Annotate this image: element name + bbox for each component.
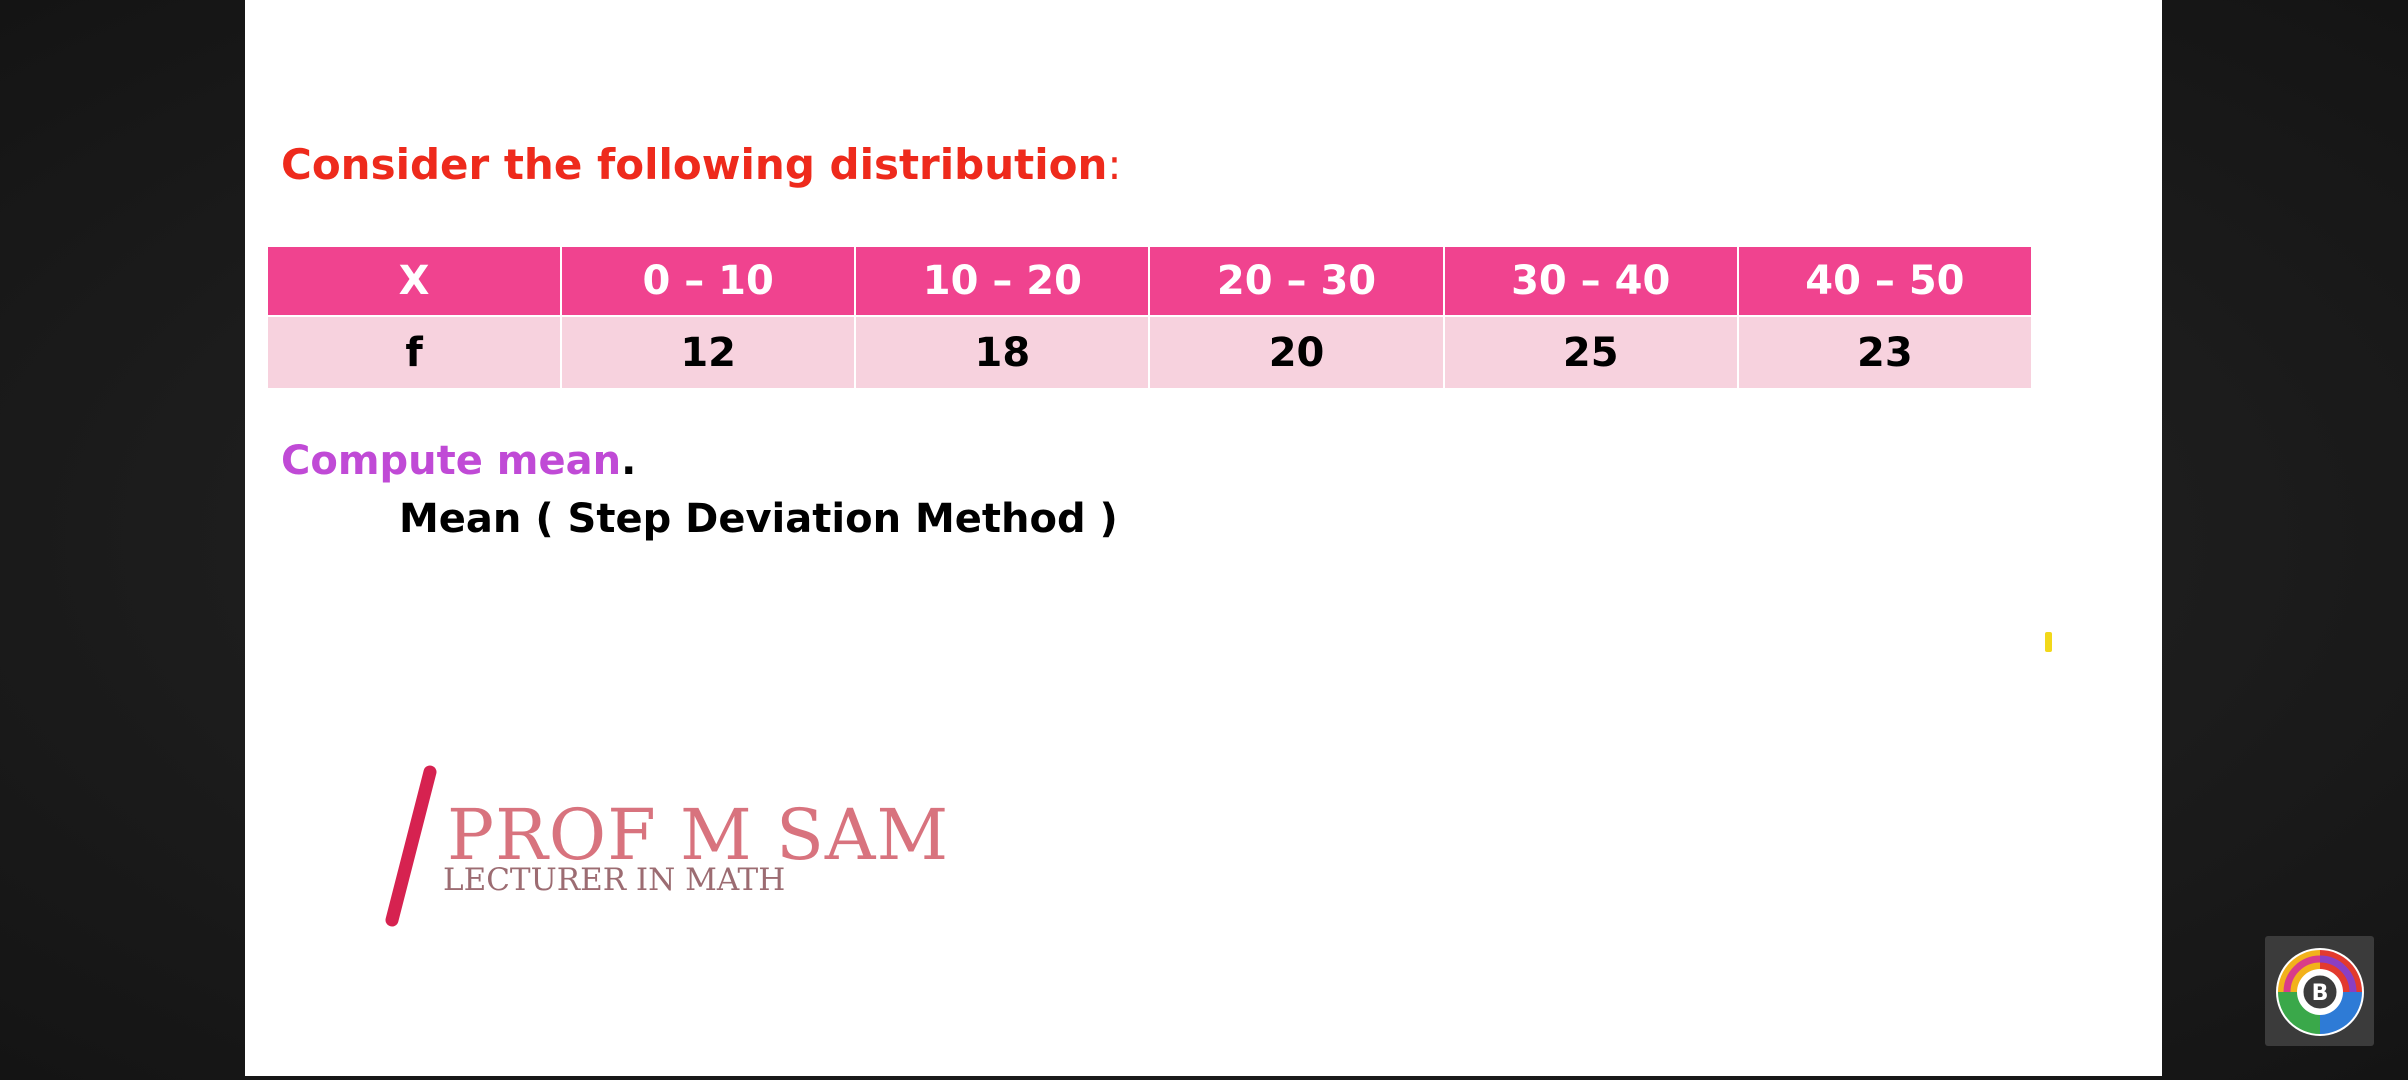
presenter-logo: PROF M SAM LECTURER IN MATH [375,762,948,932]
table-row: f 12 18 20 25 23 [268,315,2031,388]
table-header-row: X 0 – 10 10 – 20 20 – 30 30 – 40 40 – 50 [268,247,2031,315]
slash-icon [385,765,437,927]
task-dot: . [621,438,637,484]
logo-subtitle: LECTURER IN MATH [443,862,786,898]
method-line: Mean ( Step Deviation Method ) [399,496,1118,542]
badge-letter: B [2312,981,2329,1006]
table-header-cell: 40 – 50 [1738,247,2031,315]
table-cell: f [268,315,563,388]
app-badge-button[interactable]: B [2265,936,2374,1046]
table-header-cell: 20 – 30 [1150,247,1445,315]
slide-heading: Consider the following distribution: [281,140,1122,189]
table-cell: 20 [1150,315,1445,388]
task-line: Compute mean. [281,438,636,484]
table-cell: 18 [856,315,1151,388]
table-header-cell: X [268,247,563,315]
table-header-cell: 10 – 20 [856,247,1151,315]
table-header-cell: 0 – 10 [562,247,857,315]
distribution-table: X 0 – 10 10 – 20 20 – 30 30 – 40 40 – 50… [268,247,2031,388]
table-header-cell: 30 – 40 [1444,247,1739,315]
heading-colon: : [1107,140,1122,189]
heading-text: Consider the following distribution [281,140,1108,189]
logo-name: PROF M SAM [447,794,950,876]
task-text: Compute mean [281,438,622,484]
table-cell: 25 [1444,315,1739,388]
app-logo-icon: B [2276,948,2364,1036]
slide: Consider the following distribution: X 0… [245,0,2162,1076]
pointer-cursor [2045,632,2052,652]
table-cell: 12 [562,315,857,388]
table-cell: 23 [1738,315,2031,388]
